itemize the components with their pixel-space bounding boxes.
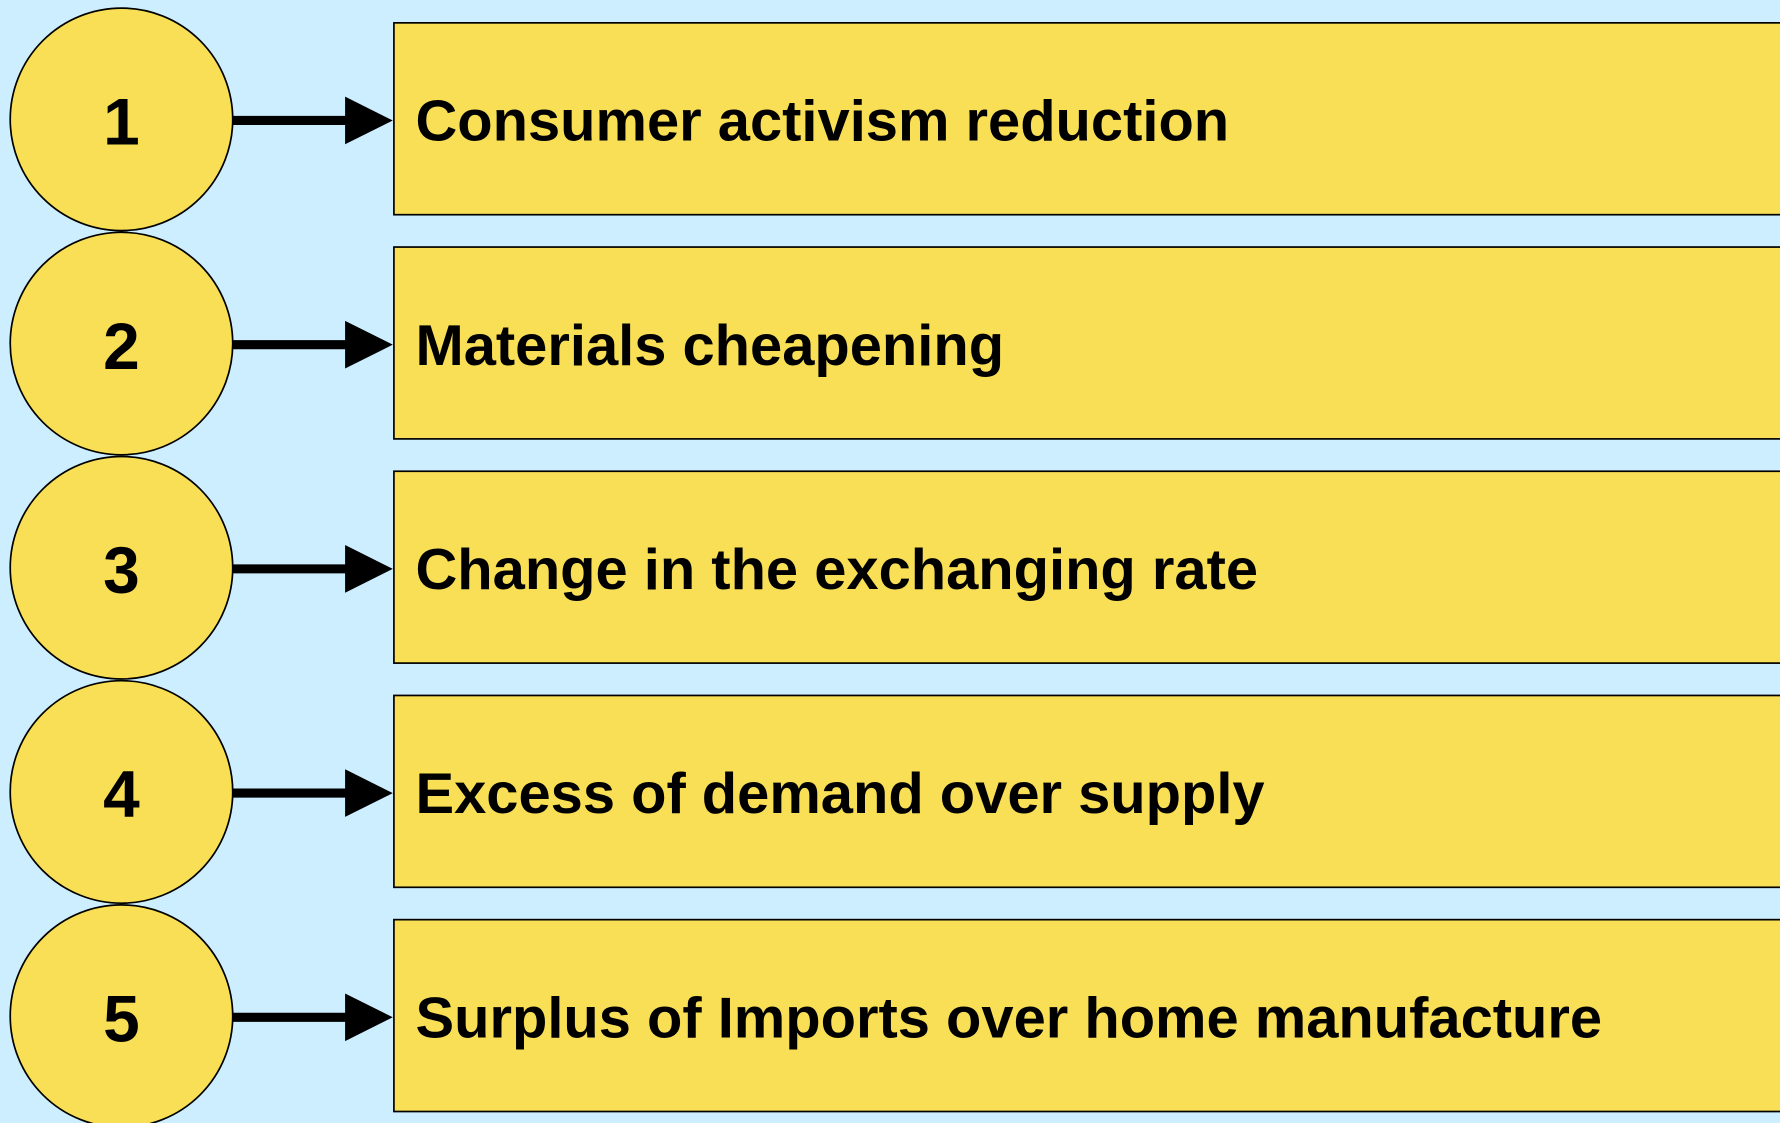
item-label: Surplus of Imports over home manufacture (415, 986, 1602, 1050)
item-box (393, 470, 1780, 664)
arrow-head (345, 993, 393, 1042)
item-number: 5 (103, 981, 140, 1055)
item-number: 3 (103, 533, 140, 607)
item-number: 4 (103, 757, 140, 831)
item-number: 2 (103, 309, 140, 383)
arrow-head (345, 545, 393, 593)
arrow-head (345, 96, 393, 145)
arrow-head (345, 769, 393, 817)
item-box (393, 694, 1780, 889)
item-label: Consumer activism reduction (415, 90, 1229, 154)
item-box (393, 21, 1780, 216)
item-label: Excess of demand over supply (415, 762, 1264, 826)
item-box (393, 918, 1780, 1113)
item-number: 1 (103, 85, 140, 159)
item-box (393, 246, 1780, 440)
item-label: Change in the exchanging rate (415, 538, 1258, 602)
arrow-head (345, 320, 393, 369)
item-label: Materials cheapening (415, 314, 1004, 378)
